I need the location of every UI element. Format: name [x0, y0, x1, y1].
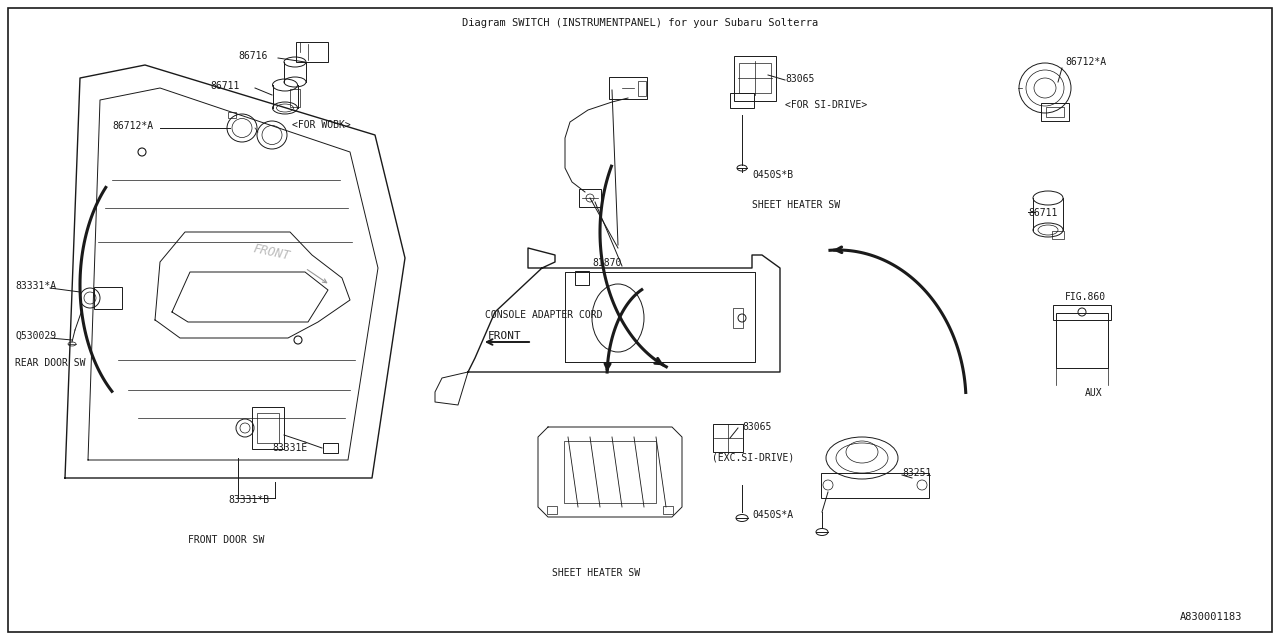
Text: A830001183: A830001183 [1179, 612, 1242, 622]
Text: <FOR WOBK>: <FOR WOBK> [292, 120, 351, 130]
Text: FRONT: FRONT [252, 242, 292, 262]
Text: 83251: 83251 [902, 468, 932, 478]
Text: Diagram SWITCH (INSTRUMENTPANEL) for your Subaru Solterra: Diagram SWITCH (INSTRUMENTPANEL) for you… [462, 18, 818, 28]
Text: Q530029: Q530029 [15, 331, 56, 341]
Text: SHEET HEATER SW: SHEET HEATER SW [552, 568, 640, 578]
Text: 83065: 83065 [785, 74, 814, 84]
Text: 86711: 86711 [210, 81, 239, 91]
Text: 0450S*B: 0450S*B [753, 170, 794, 180]
Text: FRONT: FRONT [488, 331, 522, 341]
Text: AUX: AUX [1085, 388, 1102, 398]
Text: 83331*A: 83331*A [15, 281, 56, 291]
Text: 0450S*A: 0450S*A [753, 510, 794, 520]
Text: 86712*A: 86712*A [113, 121, 154, 131]
Text: FIG.860: FIG.860 [1065, 292, 1106, 302]
Text: 83065: 83065 [742, 422, 772, 432]
Text: (EXC.SI-DRIVE): (EXC.SI-DRIVE) [712, 452, 795, 462]
Text: 86711: 86711 [1028, 208, 1057, 218]
Text: 81870: 81870 [593, 258, 622, 268]
Text: 83331*B: 83331*B [228, 495, 269, 505]
Text: FRONT DOOR SW: FRONT DOOR SW [188, 535, 265, 545]
Text: 83331E: 83331E [273, 443, 307, 453]
Text: SHEET HEATER SW: SHEET HEATER SW [753, 200, 840, 210]
Text: REAR DOOR SW: REAR DOOR SW [15, 358, 86, 368]
Text: CONSOLE ADAPTER CORD: CONSOLE ADAPTER CORD [485, 310, 603, 320]
Text: 86716: 86716 [238, 51, 268, 61]
Text: <FOR SI-DRIVE>: <FOR SI-DRIVE> [785, 100, 868, 110]
Text: 86712*A: 86712*A [1065, 57, 1106, 67]
